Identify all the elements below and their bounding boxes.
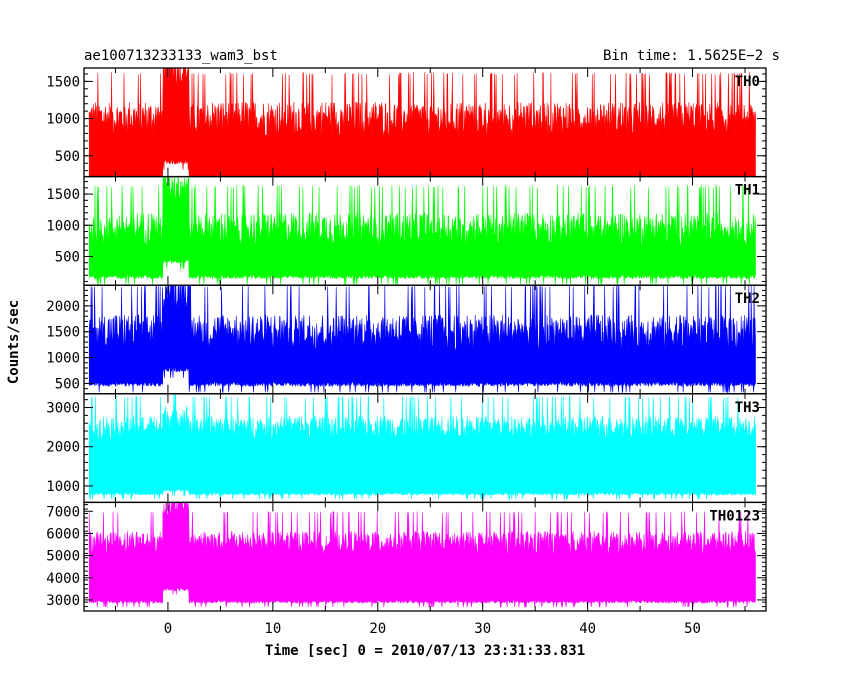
series-th3 [88,393,756,500]
x-tick-label: 10 [264,621,281,637]
panel-th0: 500 1000 1500 TH0 [46,67,767,178]
y-tick-label: 1500 [46,187,80,203]
panel-th0123: 3000 4000 5000 6000 7000 TH0123 [46,501,767,612]
x-tick-label: 0 [164,621,172,637]
x-tick-label: 50 [684,621,701,637]
y-tick-label: 500 [55,149,80,165]
panel-label-th2: TH2 [735,291,760,307]
x-axis-label: Time [sec] 0 = 2010/07/13 23:31:33.831 [265,643,585,659]
series-th0123 [88,502,756,608]
bin-time-label: Bin time: 1.5625E−2 s [603,48,780,64]
y-tick-label: 6000 [46,526,80,542]
y-tick-label: 1500 [46,325,80,341]
panel-frame [83,501,767,612]
panel-label-th1: TH1 [735,183,760,199]
y-tick-label: 500 [55,249,80,265]
series-th2 [88,285,756,393]
y-axis-label: Counts/sec [6,300,22,384]
y-tick-label: 4000 [46,571,80,587]
series-th0 [88,68,756,177]
panel-th3: 1000 2000 3000 TH3 [46,393,767,504]
y-tick-label: 1000 [46,218,80,234]
y-tick-label: 1500 [46,74,80,90]
y-tick-label: 1000 [46,351,80,367]
y-tick-label: 2000 [46,440,80,456]
y-tick-label: 3000 [46,401,80,417]
y-tick-label: 1000 [46,112,80,128]
panel-label-th3: TH3 [735,400,760,416]
y-tick-label: 5000 [46,549,80,565]
y-tick-label: 1000 [46,479,80,495]
y-tick-label: 500 [55,376,80,392]
panel-label-th0: TH0 [735,74,760,90]
y-tick-label: 7000 [46,504,80,520]
y-tick-label: 2000 [46,299,80,315]
x-tick-label: 40 [579,621,596,637]
chart-title: ae100713233133_wam3_bst [84,48,278,64]
panel-label-th0123: TH0123 [709,508,760,524]
y-tick-label: 3000 [46,593,80,609]
series-th1 [88,176,756,285]
x-tick-label: 20 [369,621,386,637]
x-tick-label: 30 [474,621,491,637]
